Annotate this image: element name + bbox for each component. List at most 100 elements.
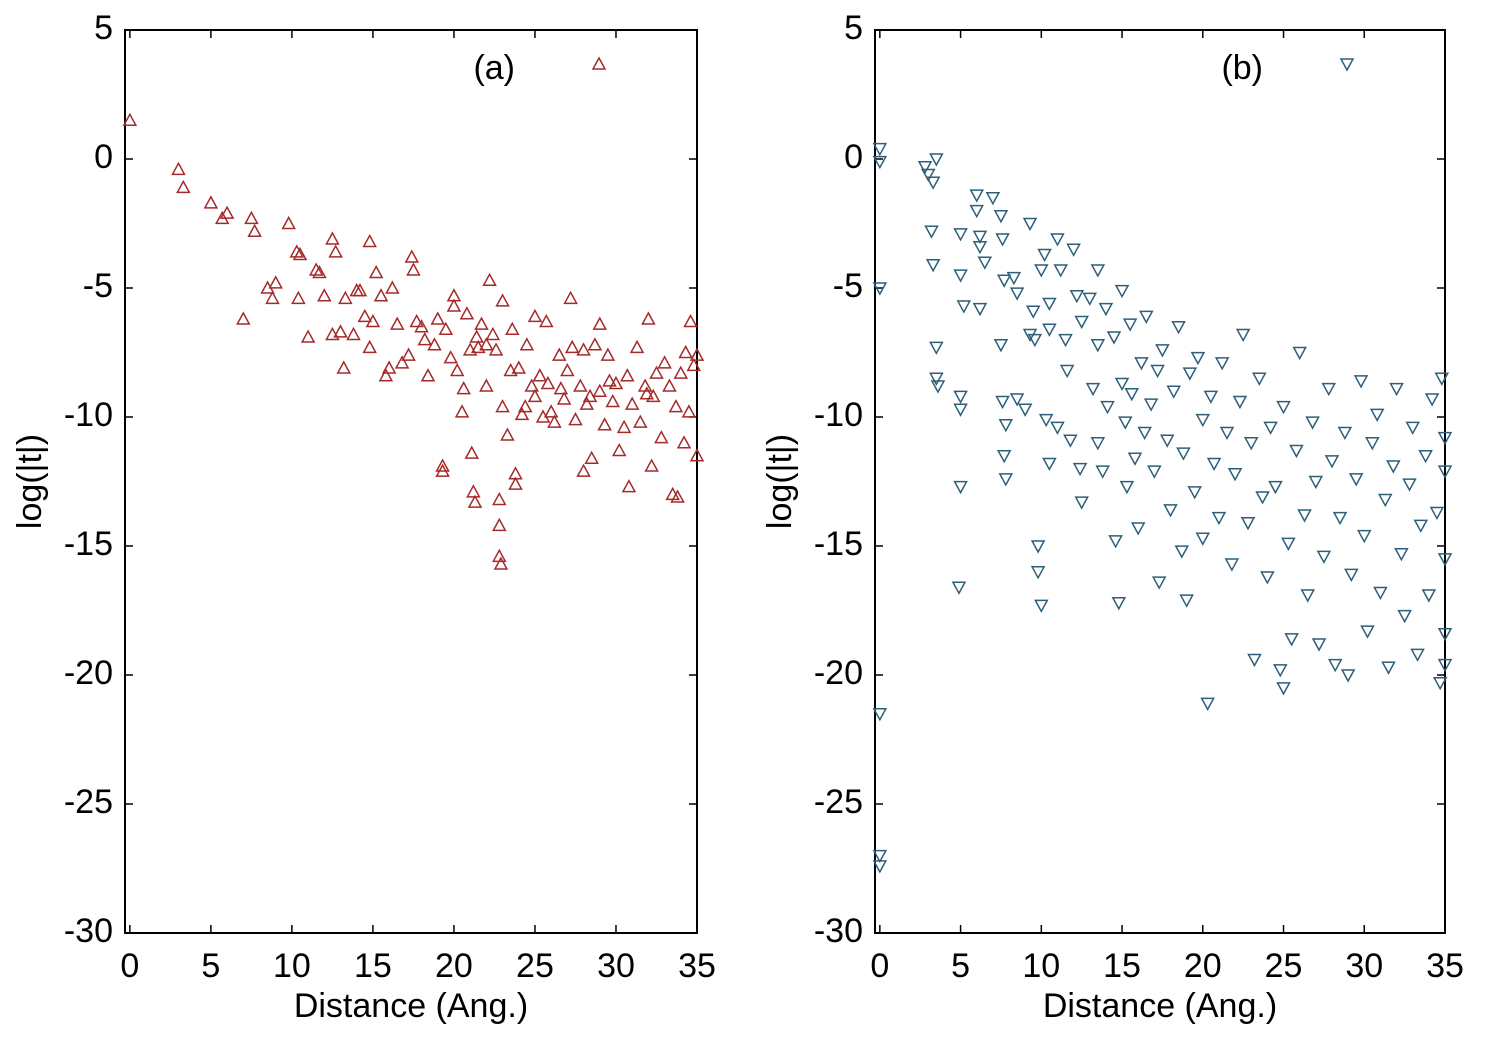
data-point — [1437, 465, 1453, 479]
data-point — [600, 347, 616, 361]
data-point — [662, 378, 677, 392]
data-point — [1160, 434, 1175, 448]
data-point — [1316, 550, 1332, 564]
data-point — [1034, 264, 1049, 278]
y-tick-label: 0 — [94, 138, 113, 176]
data-point — [482, 272, 497, 287]
data-point — [485, 326, 501, 341]
data-point — [649, 365, 664, 379]
data-point — [1268, 480, 1283, 495]
legend-marker — [1339, 58, 1355, 72]
data-point — [346, 326, 361, 341]
data-point — [1255, 491, 1270, 505]
data-point — [1324, 455, 1340, 469]
data-point — [993, 339, 1009, 353]
data-point — [924, 225, 939, 239]
y-tick-label: -20 — [814, 654, 863, 692]
data-point — [1437, 553, 1453, 567]
data-point — [972, 230, 988, 244]
data-point — [1053, 264, 1068, 278]
data-point — [430, 311, 445, 325]
data-point — [1037, 248, 1052, 263]
data-point — [1284, 633, 1299, 647]
data-point — [373, 288, 389, 302]
plot-frame — [124, 29, 698, 934]
data-point — [1276, 400, 1291, 415]
data-point — [1235, 328, 1251, 343]
data-point — [995, 395, 1010, 410]
plot-frame — [874, 29, 1446, 934]
data-point — [872, 142, 888, 157]
data-point — [1179, 594, 1194, 608]
data-point — [511, 360, 527, 374]
data-point — [469, 329, 484, 343]
data-point — [1139, 310, 1154, 324]
data-point — [641, 311, 656, 325]
data-point — [993, 210, 1009, 224]
data-point — [644, 458, 659, 472]
data-point — [1300, 589, 1316, 603]
y-tick-label: 0 — [844, 138, 863, 176]
data-point — [929, 372, 944, 386]
data-point — [597, 417, 612, 431]
data-point — [1130, 522, 1146, 536]
data-point — [611, 442, 627, 457]
data-point — [1171, 320, 1186, 335]
data-point — [1127, 452, 1143, 466]
data-point — [1090, 437, 1106, 451]
data-point — [1085, 382, 1101, 397]
x-tick-label: 5 — [951, 947, 970, 985]
data-point — [317, 288, 332, 302]
x-tick-label: 25 — [1265, 947, 1303, 985]
data-point — [645, 388, 661, 403]
data-point — [639, 386, 655, 400]
data-point — [547, 414, 562, 428]
data-point — [579, 396, 595, 410]
data-point — [689, 448, 705, 462]
data-point — [1429, 506, 1445, 521]
y-tick-label: 5 — [844, 9, 863, 47]
data-point — [654, 430, 669, 444]
data-point — [1337, 426, 1353, 441]
data-point — [673, 365, 689, 379]
data-point — [1122, 318, 1138, 332]
y-tick-label: -30 — [64, 912, 113, 950]
data-point — [929, 153, 944, 167]
legend-label: (b) — [1221, 49, 1263, 87]
data-point — [292, 246, 308, 261]
data-point — [582, 388, 598, 403]
data-point — [1038, 413, 1054, 428]
data-point — [872, 707, 888, 722]
data-point — [872, 849, 888, 864]
data-point — [308, 262, 324, 276]
data-point — [1360, 625, 1375, 639]
data-point — [1124, 388, 1140, 402]
data-point — [312, 264, 327, 279]
data-point — [683, 313, 698, 328]
data-point — [676, 435, 692, 449]
data-point — [1389, 382, 1404, 397]
data-point — [1069, 289, 1085, 304]
data-point — [1394, 547, 1409, 562]
data-point — [1373, 586, 1388, 601]
data-point — [553, 381, 569, 395]
data-point — [1147, 465, 1162, 479]
data-point — [1009, 393, 1025, 407]
data-point — [956, 300, 972, 314]
y-tick-label: -25 — [64, 783, 113, 821]
data-point — [1187, 486, 1202, 500]
x-axis-label: Distance (Ang.) — [294, 987, 528, 1025]
data-point — [1437, 431, 1453, 446]
data-point — [573, 378, 588, 392]
data-point — [527, 308, 543, 323]
data-point — [1134, 357, 1149, 371]
data-point — [1437, 658, 1453, 673]
data-point — [592, 316, 608, 330]
data-point — [872, 860, 888, 874]
x-axis-label: Distance (Ang.) — [1043, 987, 1277, 1025]
data-point — [333, 324, 348, 338]
y-tick-label: -15 — [64, 525, 113, 563]
data-point — [352, 283, 368, 297]
data-point — [587, 337, 603, 351]
data-point — [449, 362, 465, 377]
